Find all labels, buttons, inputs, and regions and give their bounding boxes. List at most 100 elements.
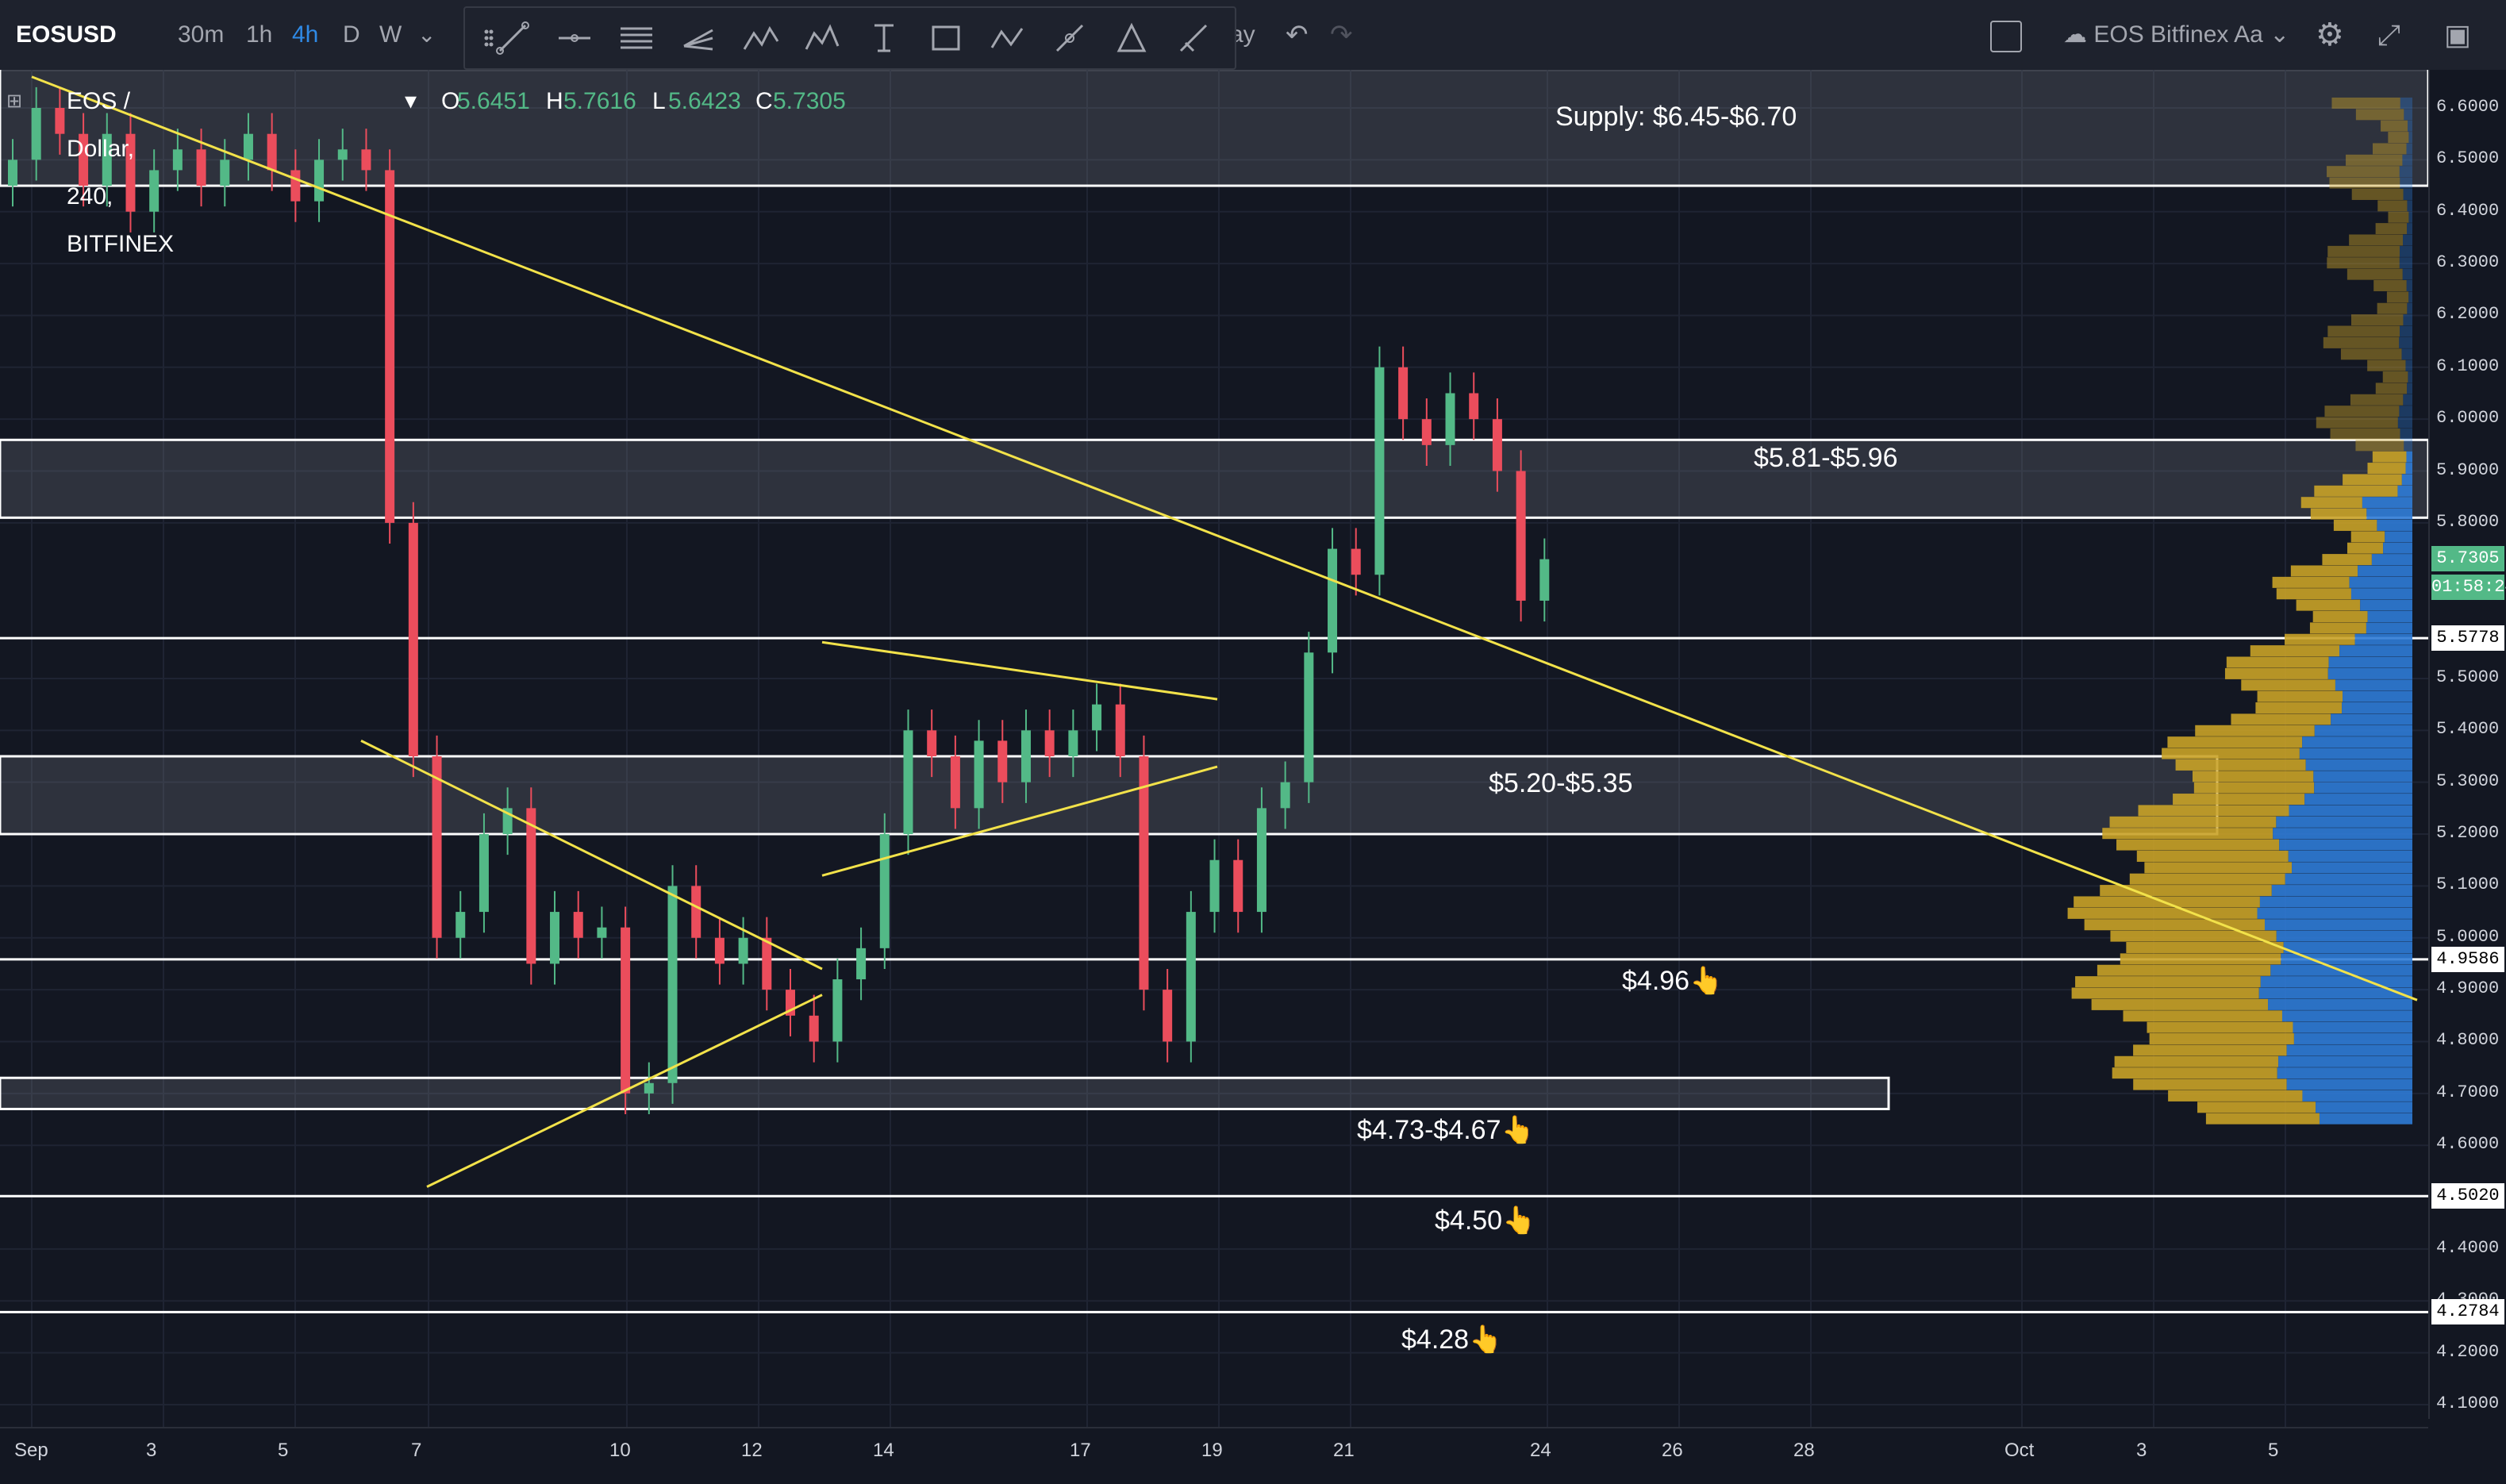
volume-bar-gold (2114, 1055, 2279, 1067)
volume-bar-gold (2129, 873, 2285, 885)
y-tick-label: 4.4000 (2436, 1237, 2500, 1258)
volume-bar-gold (2355, 440, 2404, 452)
candle-body (243, 133, 253, 160)
volume-bar-blue (2404, 109, 2412, 121)
symbol-search[interactable]: EOSUSD (16, 21, 117, 48)
volume-bar-blue (2273, 828, 2412, 840)
pattern-icon[interactable] (736, 14, 784, 62)
volume-bar-blue (2286, 1044, 2412, 1056)
y-tick-label: 6.1000 (2436, 356, 2500, 376)
volume-bar-gold (2327, 245, 2400, 257)
legend-dropdown-icon[interactable]: ▾ (405, 88, 417, 114)
candle-body (385, 170, 395, 523)
volume-bar-gold (2168, 1090, 2303, 1101)
measure-icon[interactable] (1046, 14, 1093, 62)
candle-body (149, 170, 160, 212)
legend-title[interactable]: EOS / Dollar, 240, BITFINEX (67, 88, 175, 257)
volume-bar-gold (2136, 850, 2289, 862)
volume-bar-gold (2126, 941, 2284, 953)
trend-line-icon[interactable] (489, 14, 536, 62)
time-axis[interactable]: Sep 3 5 7 10 12 14 17 19 21 24 26 28 Oct 3 5 (0, 1427, 2428, 1484)
volume-bar-blue (2278, 1055, 2412, 1067)
x-tick-label: 3 (2136, 1440, 2147, 1461)
x-tick-label: Sep (14, 1440, 48, 1461)
volume-bar-blue (2302, 736, 2412, 748)
price-badge: 4.9586 (2431, 946, 2504, 972)
volume-bar-gold (2382, 371, 2408, 383)
elliott-wave-icon[interactable] (798, 14, 846, 62)
volume-bar-blue (2385, 531, 2412, 543)
layout-selector[interactable]: ☁ EOS Bitfinex Aa ⌄ (2063, 0, 2289, 70)
candle-body (1186, 912, 1196, 1042)
timeframe-4h[interactable]: 4h (292, 21, 319, 48)
trendline (821, 640, 1218, 701)
horizontal-line-icon[interactable] (551, 14, 598, 62)
candle-body (1398, 367, 1409, 420)
undo-icon[interactable]: ↶ (1286, 20, 1309, 50)
volume-bar-gold (2351, 188, 2404, 200)
candle-body (974, 740, 984, 809)
y-tick-label: 5.0000 (2436, 926, 2500, 947)
timeframe-30m[interactable]: 30m (178, 21, 225, 48)
timeframe-w[interactable]: W (379, 21, 402, 48)
candle-body (950, 756, 960, 809)
volume-bar-blue (2399, 406, 2412, 417)
y-tick-label: 4.9000 (2436, 978, 2500, 999)
volume-bar-gold (2285, 633, 2355, 645)
abcd-pattern-icon[interactable] (984, 14, 1032, 62)
candle-body (597, 927, 607, 938)
volume-bar-blue (2276, 930, 2412, 942)
price-chart[interactable] (0, 70, 2506, 1427)
trendline (360, 740, 823, 971)
camera-icon[interactable]: ▣ (2444, 18, 2472, 51)
volume-bar-gold (2091, 998, 2269, 1010)
volume-bar-blue (2366, 622, 2412, 634)
drag-handle-icon[interactable] (465, 14, 494, 62)
redo-icon[interactable]: ↷ (1330, 20, 1353, 50)
volume-bar-gold (2120, 953, 2281, 965)
volume-bar-blue (2401, 348, 2412, 360)
parallel-channel-icon[interactable] (613, 14, 660, 62)
volume-bar-gold (2162, 748, 2300, 759)
legend-h-label: H (546, 88, 563, 114)
collapse-legend-icon[interactable]: ⊞ (6, 90, 23, 112)
price-zone (0, 438, 2430, 519)
volume-bar-blue (2403, 234, 2412, 246)
trendline (426, 994, 823, 1188)
volume-bar-gold (2290, 565, 2358, 577)
candle-body (903, 730, 913, 835)
x-tick-label: 14 (873, 1440, 894, 1461)
chart-grid (0, 70, 2428, 1427)
volume-bar-blue (2292, 862, 2412, 874)
gear-icon[interactable]: ⚙ (2316, 17, 2344, 52)
timeframe-1h[interactable]: 1h (246, 21, 273, 48)
candle-body (1539, 559, 1550, 601)
fullscreen-toggle-icon[interactable] (1990, 21, 2022, 52)
legend-o-value: 5.6451 (457, 88, 530, 114)
y-tick-label: 5.4000 (2436, 719, 2500, 740)
candle-body (1044, 730, 1055, 756)
angle-icon[interactable] (1108, 14, 1155, 62)
volume-bar-gold (2296, 599, 2361, 611)
chevron-down-icon[interactable]: ⌄ (417, 22, 436, 47)
rectangle-icon[interactable] (922, 14, 970, 62)
candle-body (879, 834, 890, 948)
candle-body (1163, 990, 1173, 1042)
volume-bar-gold (2300, 497, 2362, 509)
candle-body (125, 133, 136, 212)
volume-bar-blue (2281, 953, 2412, 965)
text-icon[interactable] (860, 14, 908, 62)
volume-bar-gold (2205, 1113, 2320, 1125)
candle-body (526, 808, 536, 964)
volume-bar-blue (2331, 713, 2412, 725)
volume-bar-gold (2327, 166, 2400, 178)
brush-icon[interactable] (1170, 14, 1217, 62)
volume-bar-blue (2328, 656, 2412, 668)
price-axis[interactable]: 6.6000 6.5000 6.4000 6.3000 6.2000 6.1000 6.00… (2428, 70, 2506, 1419)
volume-bar-blue (2335, 679, 2412, 691)
pitchfork-icon[interactable] (675, 14, 722, 62)
x-tick-label: 26 (1662, 1440, 1683, 1461)
timeframe-d[interactable]: D (343, 21, 360, 48)
volume-profile (2067, 97, 2412, 1125)
expand-icon[interactable]: ⤢ (2377, 18, 2400, 51)
